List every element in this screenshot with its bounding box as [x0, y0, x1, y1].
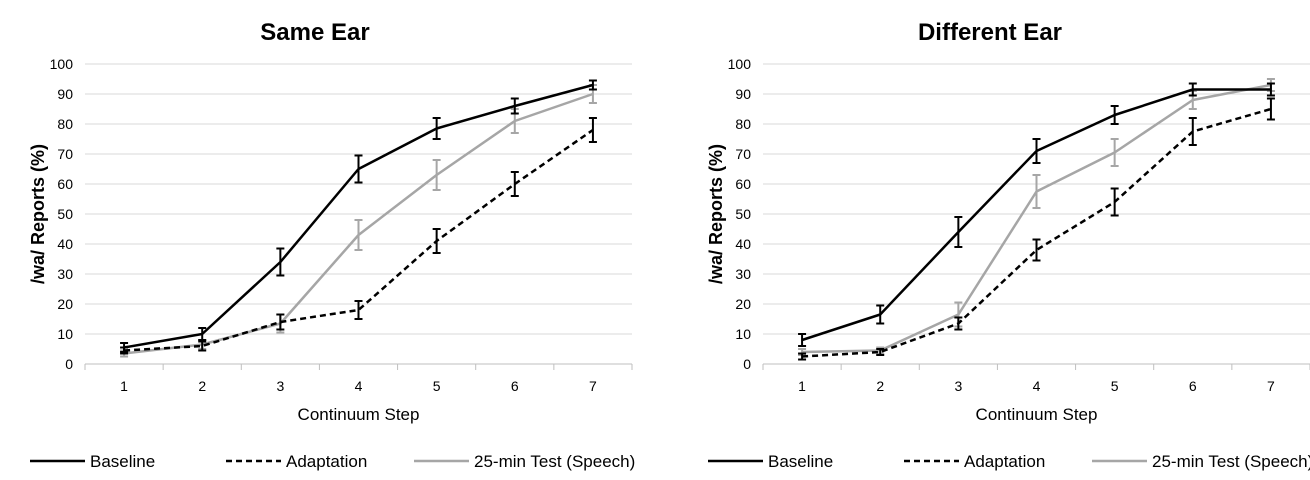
y-tick-label: 80	[735, 116, 751, 132]
y-tick-label: 60	[57, 176, 73, 192]
series-25-min-test-speech	[798, 78, 1275, 356]
y-axis-label: /wa/ Reports (%)	[28, 144, 48, 284]
y-tick-label: 100	[728, 56, 752, 72]
y-tick-label: 90	[735, 86, 751, 102]
x-tick-label: 7	[589, 378, 597, 394]
y-tick-label: 50	[735, 206, 751, 222]
x-tick-label: 5	[1111, 378, 1119, 394]
series-adaptation	[120, 117, 597, 355]
x-tick-label: 3	[276, 378, 284, 394]
series-baseline	[798, 82, 1275, 347]
chart-title: Same Ear	[260, 19, 369, 46]
chart-title: Different Ear	[918, 19, 1062, 46]
x-tick-label: 2	[198, 378, 206, 394]
y-tick-label: 40	[735, 236, 751, 252]
x-axis-label: Continuum Step	[976, 405, 1098, 424]
y-tick-label: 0	[743, 356, 751, 372]
legend-label: 25-min Test (Speech)	[474, 452, 635, 471]
y-tick-label: 80	[57, 116, 73, 132]
series-baseline	[120, 79, 597, 353]
y-tick-label: 30	[57, 266, 73, 282]
y-tick-label: 70	[57, 146, 73, 162]
y-tick-label: 40	[57, 236, 73, 252]
x-tick-label: 1	[120, 378, 128, 394]
legend-label: Baseline	[90, 452, 155, 471]
x-tick-label: 4	[1033, 378, 1041, 394]
y-axis-label: /wa/ Reports (%)	[706, 144, 726, 284]
x-tick-label: 6	[1189, 378, 1197, 394]
x-axis-label: Continuum Step	[298, 405, 420, 424]
legend-label: Baseline	[768, 452, 833, 471]
y-tick-label: 70	[735, 146, 751, 162]
legend-label: 25-min Test (Speech)	[1152, 452, 1310, 471]
y-tick-label: 20	[735, 296, 751, 312]
legend: Baseline Adaptation 25-min Test (Speech)	[708, 452, 1310, 471]
y-tick-label: 60	[735, 176, 751, 192]
legend: Baseline Adaptation 25-min Test (Speech)	[30, 452, 635, 471]
legend-label: Adaptation	[964, 452, 1045, 471]
series-line	[801, 88, 1271, 342]
x-tick-label: 1	[798, 378, 806, 394]
x-tick-label: 7	[1267, 378, 1275, 394]
x-tick-label: 6	[511, 378, 519, 394]
x-tick-label: 3	[954, 378, 962, 394]
x-tick-label: 5	[433, 378, 441, 394]
x-tick-label: 4	[355, 378, 363, 394]
y-tick-label: 20	[57, 296, 73, 312]
chart-panel-2: Different Ear 0 10 20 30 40 50 60 70 80 90 100 1 2 3 4 5…	[706, 19, 1310, 471]
series-adaptation	[798, 97, 1275, 361]
y-tick-label: 100	[50, 56, 74, 72]
y-tick-label: 30	[735, 266, 751, 282]
y-tick-label: 10	[57, 326, 73, 342]
y-tick-label: 0	[65, 356, 73, 372]
y-tick-label: 50	[57, 206, 73, 222]
legend-label: Adaptation	[286, 452, 367, 471]
x-tick-label: 2	[876, 378, 884, 394]
y-tick-label: 10	[735, 326, 751, 342]
y-tick-label: 90	[57, 86, 73, 102]
series-line	[802, 83, 1272, 354]
chart-panel-1: Same Ear 0 10 20 30 40 50 60 70 80 90 100 1 2 3 4 5 6 7 Con…	[28, 19, 635, 471]
